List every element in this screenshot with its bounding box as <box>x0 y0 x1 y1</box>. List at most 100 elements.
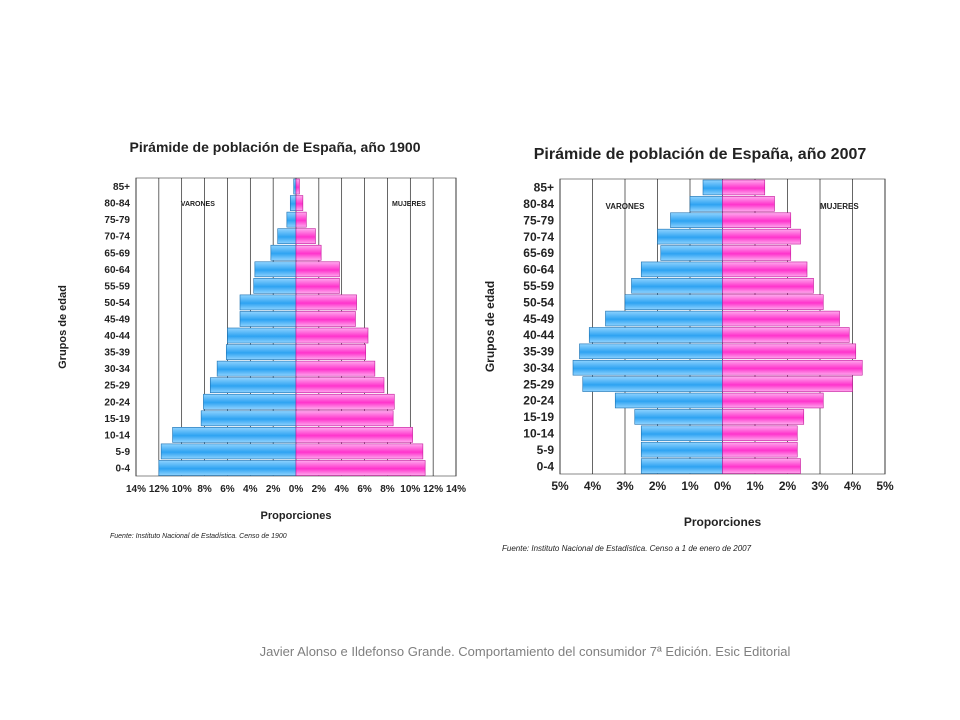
bar-varones <box>657 228 723 245</box>
bar-mujeres <box>295 278 340 294</box>
category-label: 75-79 <box>104 215 130 226</box>
x-tick-label: 14% <box>446 484 466 495</box>
bar-varones <box>634 409 723 425</box>
bar-mujeres <box>722 327 850 343</box>
y-axis-label: Grupos de edad <box>57 285 69 369</box>
x-tick-label: 2% <box>312 484 327 495</box>
x-axis-label: Proporciones <box>261 510 332 522</box>
chart-svg: Pirámide de población de España, año 190… <box>57 139 466 540</box>
bar-mujeres <box>722 458 801 474</box>
category-label: 20-24 <box>523 394 554 408</box>
bar-varones <box>254 261 297 278</box>
bar-varones <box>209 377 297 394</box>
category-label: 15-19 <box>104 414 130 425</box>
category-label: 70-74 <box>523 230 554 244</box>
bar-mujeres <box>722 228 801 245</box>
bar-varones <box>227 327 297 344</box>
bar-varones <box>640 441 723 458</box>
x-tick-label: 10% <box>400 484 420 495</box>
x-tick-label: 6% <box>220 484 235 495</box>
bar-mujeres <box>295 294 357 311</box>
chart-svg: Pirámide de población de España, año 200… <box>483 146 894 553</box>
category-label: 55-59 <box>523 279 554 293</box>
x-tick-label: 1% <box>681 479 699 493</box>
category-label: 65-69 <box>523 246 554 260</box>
category-label: 40-44 <box>104 331 130 342</box>
legend-mujeres: MUJERES <box>392 201 426 208</box>
source-note: Fuente: Instituto Nacional de Estadístic… <box>110 533 287 540</box>
x-tick-label: 5% <box>551 479 569 493</box>
category-label: 85+ <box>534 181 554 195</box>
x-tick-label: 4% <box>334 484 349 495</box>
bar-varones <box>605 310 723 327</box>
bar-mujeres <box>295 311 356 327</box>
category-label: 20-24 <box>104 397 130 408</box>
bar-varones <box>239 311 297 327</box>
bar-mujeres <box>295 178 300 195</box>
x-tick-label: 14% <box>126 484 146 495</box>
x-tick-label: 4% <box>584 479 602 493</box>
bar-mujeres <box>295 244 322 261</box>
category-label: 80-84 <box>523 197 554 211</box>
bar-mujeres <box>722 376 853 392</box>
legend-varones: VARONES <box>181 201 215 208</box>
bar-varones <box>277 228 297 245</box>
category-label: 70-74 <box>104 232 130 243</box>
legend-varones: VARONES <box>606 202 646 211</box>
x-axis-label: Proporciones <box>684 515 762 529</box>
bar-varones <box>624 294 723 310</box>
category-label: 10-14 <box>523 426 554 440</box>
category-label: 25-29 <box>523 377 554 391</box>
bar-varones <box>660 245 723 261</box>
bar-varones <box>640 261 723 278</box>
x-tick-label: 5% <box>876 479 894 493</box>
category-label: 5-9 <box>116 447 131 458</box>
category-label: 40-44 <box>523 328 554 342</box>
bar-varones <box>286 211 297 228</box>
bar-varones <box>172 427 297 443</box>
bar-varones <box>225 344 297 360</box>
category-label: 30-34 <box>104 364 130 375</box>
x-tick-label: 2% <box>266 484 281 495</box>
category-label: 25-29 <box>104 381 130 392</box>
bar-mujeres <box>295 460 426 476</box>
x-tick-label: 0% <box>289 484 304 495</box>
bar-varones <box>270 244 297 261</box>
bar-varones <box>588 327 723 343</box>
bar-mujeres <box>722 294 824 310</box>
category-label: 5-9 <box>537 443 555 457</box>
source-note: Fuente: Instituto Nacional de Estadístic… <box>502 544 752 553</box>
bar-varones <box>200 410 297 427</box>
bar-mujeres <box>295 377 385 394</box>
category-label: 0-4 <box>116 463 131 474</box>
bar-mujeres <box>295 360 376 377</box>
legend-mujeres: MUJERES <box>820 202 859 211</box>
x-tick-label: 6% <box>357 484 372 495</box>
bar-varones <box>216 360 297 377</box>
bar-mujeres <box>295 228 316 245</box>
bar-varones <box>614 392 723 409</box>
category-label: 60-64 <box>523 263 554 277</box>
bar-varones <box>689 196 723 212</box>
bar-mujeres <box>722 359 863 376</box>
bar-mujeres <box>295 393 395 410</box>
category-label: 35-39 <box>104 348 130 359</box>
x-tick-label: 8% <box>197 484 212 495</box>
bar-mujeres <box>722 343 857 360</box>
category-label: 0-4 <box>537 459 555 473</box>
x-tick-label: 12% <box>423 484 443 495</box>
population-pyramid-2007: Pirámide de población de España, año 200… <box>480 135 900 560</box>
category-label: 35-39 <box>523 345 554 359</box>
population-pyramid-1900: Pirámide de población de España, año 190… <box>50 130 480 550</box>
bar-varones <box>203 393 297 410</box>
x-tick-label: 3% <box>616 479 634 493</box>
bar-mujeres <box>722 245 792 261</box>
x-tick-label: 1% <box>746 479 764 493</box>
category-label: 50-54 <box>104 298 130 309</box>
bar-varones <box>158 460 297 476</box>
category-label: 45-49 <box>523 312 554 326</box>
bar-varones <box>670 212 723 228</box>
bar-mujeres <box>722 409 805 425</box>
bar-varones <box>289 195 297 211</box>
bar-mujeres <box>722 179 766 196</box>
